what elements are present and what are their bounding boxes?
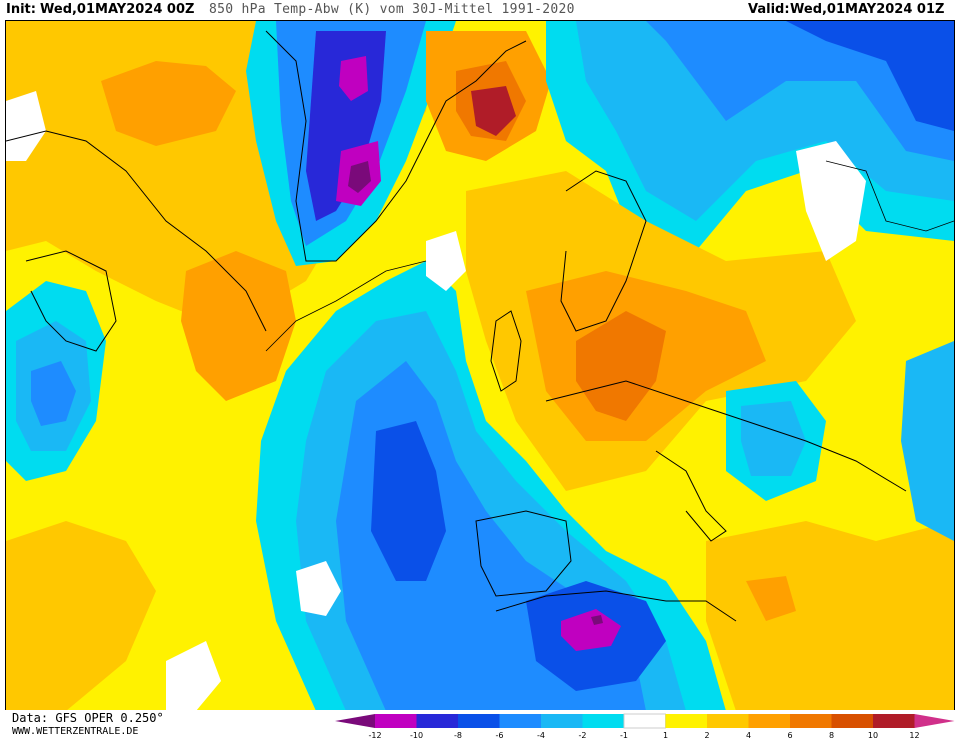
legend-tick-label: 12 (909, 731, 920, 740)
legend-tick-label: 8 (828, 731, 835, 740)
legend-swatch-max (914, 714, 955, 728)
coast-britain (490, 310, 522, 392)
map-canvas (6, 21, 954, 711)
legend-tick-label: 2 (704, 731, 710, 740)
coast-africa (495, 590, 737, 622)
legend-swatch (873, 714, 915, 728)
region-canada-orange (101, 61, 236, 146)
legend-tick-label: 1 (662, 731, 669, 740)
legend-swatch (790, 714, 832, 728)
region-balkans-cold2 (741, 401, 806, 476)
legend-tick-label: -4 (537, 731, 545, 740)
init-value: Wed,01MAY2024 00Z (40, 2, 195, 17)
region-africa-magenta (561, 609, 621, 651)
legend-swatch (623, 713, 666, 729)
legend-tick-label: -10 (409, 731, 424, 740)
coast-greenland (265, 30, 527, 262)
region-neutral-2 (296, 561, 341, 616)
legend-swatch (499, 714, 541, 728)
legend-tick-label: -6 (495, 731, 504, 740)
map-title: 850 hPa Temp-Abw (K) vom 30J-Mittel 1991… (209, 2, 575, 17)
legend-swatch-min (335, 714, 375, 728)
legend-swatch (582, 714, 624, 728)
color-legend (335, 712, 955, 734)
legend-tick-label: -12 (368, 731, 382, 740)
region-neutral-5 (426, 231, 466, 291)
region-east-orange (746, 576, 796, 621)
coast-scandinavia (560, 170, 647, 332)
region-atlantic-cold4 (371, 421, 446, 581)
coastlines (6, 30, 907, 622)
region-labrador-orange (181, 251, 296, 401)
legend-swatch (375, 714, 417, 728)
data-source: Data: GFS OPER 0.250° (12, 711, 164, 725)
region-greenland-magenta1 (339, 56, 368, 101)
valid-label: Valid: (748, 2, 790, 17)
contours (265, 160, 954, 352)
valid-value: Wed,01MAY2024 01Z (790, 2, 945, 17)
contour-zero-1 (265, 260, 427, 352)
legend-tick-label: -1 (620, 731, 628, 740)
anomaly-map (5, 20, 955, 712)
init-label: Init: (6, 2, 36, 17)
region-hudson-cold3 (31, 361, 76, 426)
legend-tick-label: 10 (867, 731, 879, 740)
coast-hudson (25, 250, 117, 352)
legend-swatch (831, 714, 873, 728)
region-iceland-red (471, 86, 516, 136)
legend-tick-label: 6 (787, 731, 793, 740)
legend-swatch (748, 714, 790, 728)
coast-canada (6, 130, 267, 332)
region-neutral-3 (166, 641, 221, 711)
region-greenland-purple (348, 161, 371, 193)
region-africa-core (591, 615, 603, 625)
coast-iberia (475, 510, 572, 597)
legend-bar (335, 713, 955, 729)
region-neutral-1 (6, 91, 46, 161)
coast-europe (545, 380, 907, 492)
region-arctic-cold4 (786, 21, 954, 131)
region-eastedge-cold (901, 341, 954, 541)
legend-swatch (707, 714, 749, 728)
coast-italy (655, 450, 727, 542)
header: Init: Wed,01MAY2024 00Z 850 hPa Temp-Abw… (0, 0, 959, 20)
contour-zero-2 (825, 160, 954, 232)
region-europe-hot (576, 311, 666, 421)
legend-tick-label: -2 (578, 731, 587, 740)
legend-swatch (665, 714, 707, 728)
website: WWW.WETTERZENTRALE.DE (12, 726, 139, 737)
region-neutral-4 (796, 141, 866, 261)
legend-swatch (458, 714, 500, 728)
legend-tick-label: -8 (454, 731, 462, 740)
legend-tick-label: 4 (745, 731, 752, 740)
region-sw-warm (6, 521, 156, 711)
region-east-warm (706, 521, 954, 711)
legend-swatch (416, 714, 458, 728)
legend-swatch (541, 714, 583, 728)
